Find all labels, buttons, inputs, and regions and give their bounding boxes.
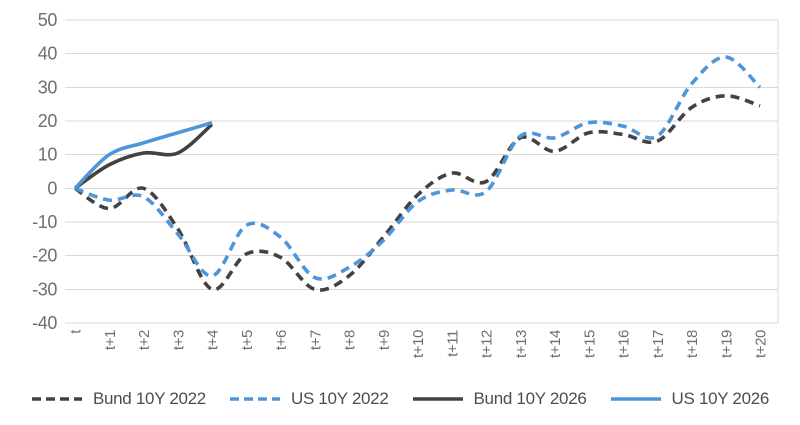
series-line-bund-10y-2026: [73, 122, 214, 190]
series-line-us-10y-2026: [73, 120, 213, 190]
x-tick-label: t+1: [102, 330, 119, 350]
series-line-us-10y-2022: [74, 55, 762, 281]
y-tick-label: 10: [38, 145, 58, 165]
legend-label: Bund 10Y 2026: [473, 389, 587, 408]
legend-label: US 10Y 2022: [290, 389, 389, 408]
x-tick-label: t+13: [513, 330, 530, 358]
y-tick-label: -30: [32, 279, 57, 299]
x-tick-label: t+11: [444, 330, 461, 357]
series-line-bund-10y-2022: [73, 93, 761, 292]
x-tick-label: t+3: [170, 330, 187, 350]
x-tick-label: t+12: [479, 330, 496, 358]
x-tick-label: t+2: [136, 330, 153, 350]
x-tick-label: t+19: [718, 330, 735, 358]
x-tick-label: t: [68, 329, 85, 334]
x-tick-label: t+20: [753, 330, 770, 358]
legend-item-us-10y-2022: US 10Y 2022: [229, 389, 389, 409]
dashed-line-swatch-icon: [229, 397, 280, 401]
x-tick-label: t+10: [410, 330, 427, 358]
y-tick-label: -40: [32, 313, 57, 333]
legend-item-bund-10y-2022: Bund 10Y 2022: [31, 389, 206, 409]
chart-legend: Bund 10Y 2022 US 10Y 2022 Bund 10Y 2026 US …: [0, 384, 800, 414]
x-tick-label: t+8: [342, 330, 359, 350]
y-tick-label: 20: [38, 111, 58, 131]
y-tick-label: 40: [38, 44, 58, 64]
y-tick-label: -20: [32, 246, 57, 266]
dashed-line-swatch-icon: [31, 397, 82, 401]
y-tick-label: 50: [38, 10, 58, 30]
legend-label: Bund 10Y 2022: [92, 389, 206, 408]
y-tick-label: 30: [38, 77, 58, 97]
y-tick-label: 0: [47, 178, 57, 198]
chart-canvas: 50 40 30 20 10 0 -10 -20 -30 -40 t t+1 t+2 t+3 t+4 t+5 t…: [32, 10, 779, 358]
x-tick-label: t+15: [581, 330, 598, 358]
x-tick-label: t+9: [376, 330, 393, 350]
legend-item-us-10y-2026: US 10Y 2026: [610, 389, 770, 409]
x-tick-label: t+7: [307, 330, 324, 350]
solid-line-swatch-icon: [412, 397, 463, 401]
y-tick-label: -10: [32, 212, 57, 232]
legend-label: US 10Y 2026: [671, 389, 770, 408]
x-tick-label: t+14: [547, 330, 564, 358]
solid-line-swatch-icon: [610, 397, 661, 401]
x-tick-label: t+18: [684, 330, 701, 358]
x-tick-label: t+4: [205, 330, 222, 350]
x-tick-label: t+6: [273, 330, 290, 350]
legend-item-bund-10y-2026: Bund 10Y 2026: [412, 389, 587, 409]
line-chart: 50 40 30 20 10 0 -10 -20 -30 -40 t t+1 t+2 t+3 t+4 t+5 t…: [32, 10, 779, 358]
x-tick-label: t+5: [239, 330, 256, 350]
x-tick-label: t+17: [650, 330, 667, 358]
x-tick-label: t+16: [616, 330, 633, 358]
